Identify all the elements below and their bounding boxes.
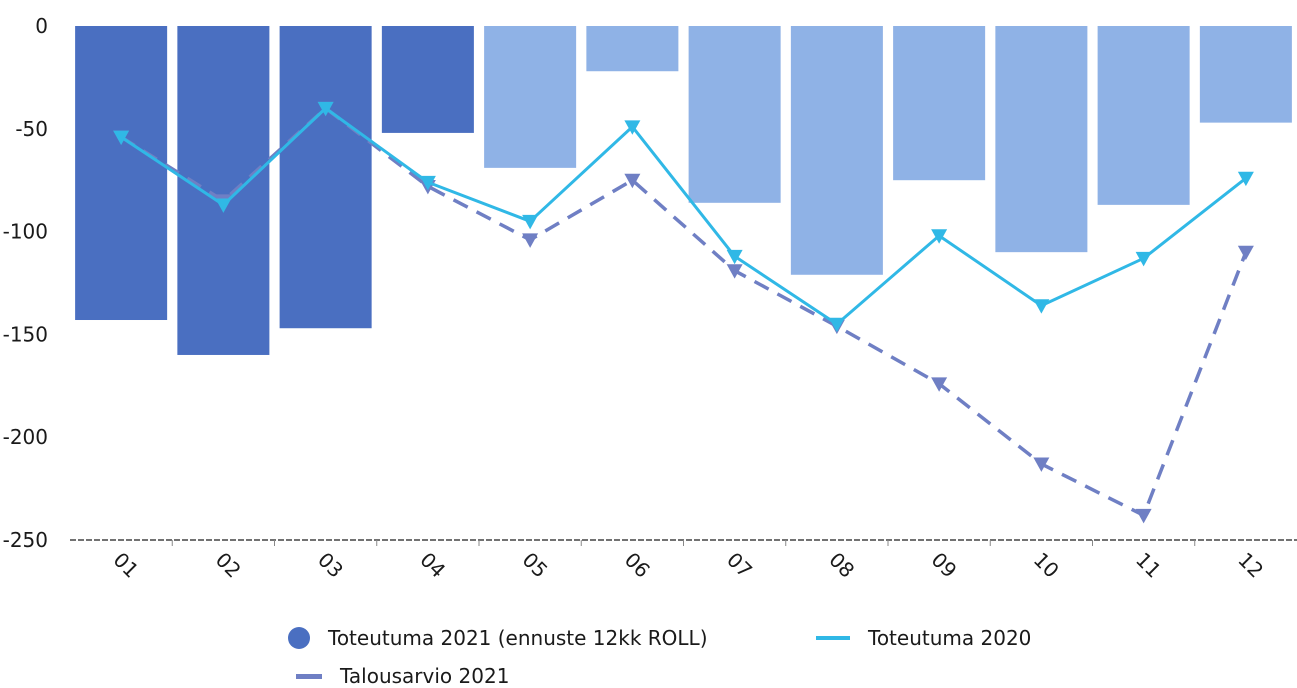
bar-08[interactable] [790,26,883,275]
bar-10[interactable] [995,26,1088,253]
y-tick-label: -100 [3,220,48,244]
actual-2020-line-series [113,101,1254,333]
x-axis: 01 02 03 04 05 06 07 08 09 10 11 12 [109,540,1268,583]
point-11[interactable] [1135,508,1152,524]
y-tick-label: -50 [15,117,48,141]
series-line [120,106,1247,326]
bar-09[interactable] [893,26,986,181]
y-tick-label: -250 [3,528,48,552]
x-tick-label: 12 [1233,548,1268,583]
x-tick-label: 03 [313,548,348,583]
bar-02[interactable] [177,26,270,355]
point-11[interactable] [1135,251,1152,267]
y-axis: 0 -50 -100 -150 -200 -250 [3,14,48,552]
point-06[interactable] [624,120,641,135]
x-tick-label: 09 [927,548,962,583]
point-10[interactable] [1033,457,1050,472]
point-08[interactable] [828,317,845,333]
point-01[interactable] [113,130,130,146]
x-tick-label: 05 [518,548,553,583]
bar-12[interactable] [1199,26,1292,123]
point-05[interactable] [522,233,539,248]
point-02[interactable] [215,198,232,213]
bar-04[interactable] [381,26,474,133]
point-06[interactable] [624,173,641,189]
point-09[interactable] [931,229,948,244]
point-05[interactable] [522,214,539,230]
x-tick-label: 01 [109,548,144,583]
bar-07[interactable] [688,26,781,203]
x-tick-label: 04 [415,548,450,583]
bar-series [75,26,1292,355]
point-09[interactable] [931,377,948,392]
point-12[interactable] [1237,245,1254,261]
bar-06[interactable] [586,26,679,72]
x-tick-label: 07 [722,548,757,583]
x-tick-label: 10 [1029,548,1064,583]
x-tick-label: 06 [620,548,655,583]
bar-03[interactable] [279,26,372,329]
bar-01[interactable] [75,26,168,321]
y-tick-label: 0 [35,14,48,38]
x-tick-label: 02 [211,548,246,583]
point-03[interactable] [317,101,334,117]
y-tick-label: -150 [3,322,48,346]
point-04[interactable] [419,175,436,191]
x-tick-label: 08 [824,548,859,583]
point-07[interactable] [726,249,743,265]
point-07[interactable] [726,264,743,279]
x-tick-label: 11 [1131,548,1166,583]
bar-11[interactable] [1097,26,1190,205]
bar-05[interactable] [484,26,577,168]
y-tick-label: -200 [3,425,48,449]
point-10[interactable] [1033,299,1050,314]
point-12[interactable] [1237,171,1254,187]
